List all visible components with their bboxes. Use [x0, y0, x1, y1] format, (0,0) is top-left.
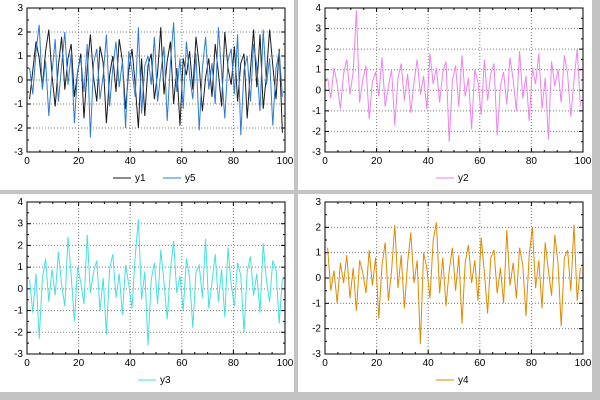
svg-text:0: 0	[315, 85, 321, 96]
svg-text:20: 20	[371, 358, 383, 369]
svg-text:100: 100	[575, 358, 592, 369]
svg-text:20: 20	[73, 358, 85, 369]
svg-text:40: 40	[423, 358, 435, 369]
svg-text:1: 1	[17, 51, 23, 62]
svg-text:-3: -3	[14, 147, 23, 158]
svg-text:-3: -3	[312, 349, 321, 360]
svg-text:40: 40	[423, 156, 435, 167]
svg-text:y3: y3	[160, 375, 171, 386]
svg-text:20: 20	[371, 156, 383, 167]
svg-text:-2: -2	[312, 324, 321, 335]
svg-text:0: 0	[17, 284, 23, 295]
svg-text:-1: -1	[312, 106, 321, 117]
svg-text:y4: y4	[458, 375, 469, 386]
svg-text:-2: -2	[14, 327, 23, 338]
svg-text:1: 1	[315, 65, 321, 76]
svg-text:-2: -2	[312, 126, 321, 137]
svg-text:0: 0	[322, 156, 328, 167]
svg-text:3: 3	[315, 197, 321, 208]
svg-text:60: 60	[176, 156, 188, 167]
svg-text:80: 80	[228, 358, 240, 369]
svg-text:y2: y2	[458, 173, 469, 184]
svg-text:60: 60	[474, 358, 486, 369]
svg-text:0: 0	[24, 156, 30, 167]
svg-text:2: 2	[17, 240, 23, 251]
svg-text:3: 3	[17, 3, 23, 14]
svg-text:2: 2	[315, 44, 321, 55]
chart-svg: -3 -2 -1 0 1 2 3 0 20 40 60 80 100 y1 y5	[14, 3, 294, 184]
svg-text:80: 80	[228, 156, 240, 167]
svg-text:1: 1	[17, 262, 23, 273]
svg-text:3: 3	[17, 219, 23, 230]
svg-text:-3: -3	[14, 349, 23, 360]
svg-text:1: 1	[315, 248, 321, 259]
svg-text:0: 0	[322, 358, 328, 369]
chart-y4: -3 -2 -1 0 1 2 3 0 20 40 60 80 100 y4	[298, 194, 592, 392]
chart-y2: -3 -2 -1 0 1 2 3 4 0 20 40 60 80 100 y2	[298, 0, 592, 190]
svg-text:4: 4	[315, 3, 321, 14]
svg-text:20: 20	[73, 156, 85, 167]
svg-text:2: 2	[315, 222, 321, 233]
svg-text:60: 60	[176, 358, 188, 369]
svg-text:100: 100	[575, 156, 592, 167]
svg-text:100: 100	[277, 156, 294, 167]
svg-text:-1: -1	[14, 99, 23, 110]
svg-text:100: 100	[277, 358, 294, 369]
chart-y3: -3 -2 -1 0 1 2 3 4 0 20 40 60 80 100 y3	[0, 194, 294, 392]
chart-y1-y5: -3 -2 -1 0 1 2 3 0 20 40 60 80 100 y1 y5	[0, 0, 294, 190]
svg-text:-1: -1	[312, 298, 321, 309]
svg-text:80: 80	[526, 358, 538, 369]
svg-text:0: 0	[315, 273, 321, 284]
svg-text:y5: y5	[185, 173, 196, 184]
svg-text:0: 0	[24, 358, 30, 369]
svg-text:0: 0	[17, 75, 23, 86]
svg-text:y1: y1	[135, 173, 146, 184]
svg-text:3: 3	[315, 24, 321, 35]
svg-text:-3: -3	[312, 147, 321, 158]
svg-text:4: 4	[17, 197, 23, 208]
svg-text:60: 60	[474, 156, 486, 167]
svg-text:40: 40	[125, 358, 137, 369]
svg-text:40: 40	[125, 156, 137, 167]
chart-svg: -3 -2 -1 0 1 2 3 0 20 40 60 80 100 y4	[312, 197, 592, 386]
svg-text:2: 2	[17, 27, 23, 38]
svg-text:-2: -2	[14, 123, 23, 134]
svg-text:-1: -1	[14, 306, 23, 317]
svg-text:80: 80	[526, 156, 538, 167]
